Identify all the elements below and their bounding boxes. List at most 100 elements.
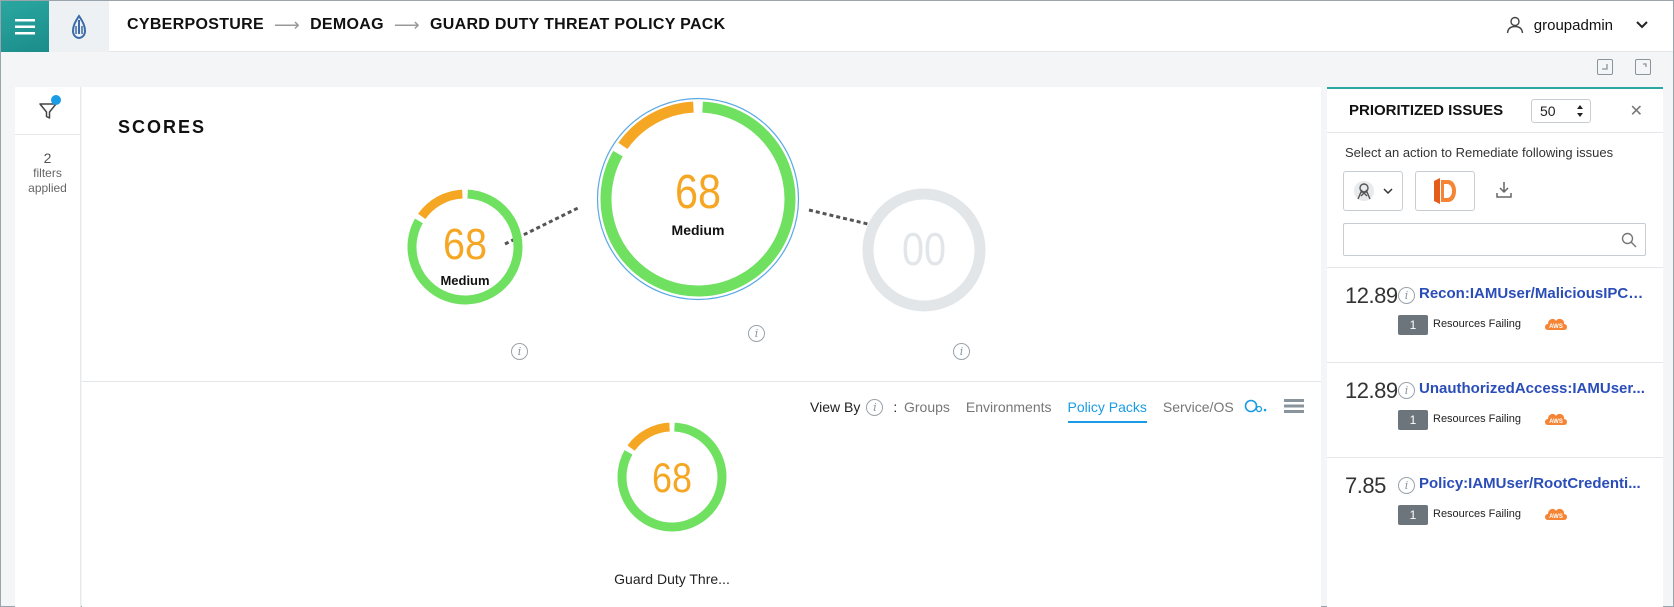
connector-right xyxy=(808,208,873,227)
breadcrumb-arrow-icon: ⟶ xyxy=(273,14,301,35)
info-icon[interactable]: i xyxy=(1398,477,1415,494)
logo[interactable] xyxy=(49,1,109,52)
gauge-left[interactable] xyxy=(407,189,523,305)
menu-button[interactable] xyxy=(1,1,49,52)
issue-item[interactable]: 12.89 i Recon:IAMUser/MaliciousIPCa... 1… xyxy=(1327,269,1663,369)
scores-panel: SCORES 68 Medium 68 Medium 00 i i i View… xyxy=(82,87,1321,607)
gauge-green-arc xyxy=(407,189,523,305)
aws-cloud-icon: AWS xyxy=(1545,413,1567,425)
info-icon[interactable]: i xyxy=(953,343,970,360)
policy-pack-gauge[interactable]: 68 xyxy=(612,417,732,537)
gauge-right-value: 00 xyxy=(902,223,946,275)
aws-lambda-action-button[interactable] xyxy=(1415,171,1475,211)
filter-active-dot xyxy=(51,95,61,105)
resources-failing-count: 1 xyxy=(1398,505,1428,525)
info-icon[interactable]: i xyxy=(511,343,528,360)
panel-divider xyxy=(1327,457,1663,458)
svg-text:AWS: AWS xyxy=(1549,324,1563,330)
resources-failing-count: 1 xyxy=(1398,315,1428,335)
issue-score: 12.89 xyxy=(1345,283,1398,308)
aws-cloud-icon: AWS xyxy=(1545,508,1567,520)
gauge-orange-arc xyxy=(627,422,670,451)
issue-item[interactable]: 12.89 i UnauthorizedAccess:IAMUser... 1 … xyxy=(1327,364,1663,464)
breadcrumb: CYBERPOSTURE ⟶ DEMOAG ⟶ GUARD DUTY THREA… xyxy=(127,1,726,49)
gauge-left-label: Medium xyxy=(440,273,489,288)
issue-name[interactable]: UnauthorizedAccess:IAMUser... xyxy=(1419,380,1645,397)
gauge-center[interactable] xyxy=(596,97,800,301)
download-icon[interactable] xyxy=(1495,181,1513,199)
expand-panel-icon[interactable] xyxy=(1635,59,1651,75)
gauge-center-value: 68 xyxy=(675,166,721,219)
bubble-view-icon[interactable] xyxy=(1244,399,1268,413)
top-header: CYBERPOSTURE ⟶ DEMOAG ⟶ GUARD DUTY THREA… xyxy=(1,1,1673,52)
gauge-orange-arc xyxy=(418,189,463,220)
view-by-colon: : xyxy=(893,399,898,415)
gauge-track xyxy=(862,188,986,312)
scores-gauges: 68 Medium 68 Medium 00 xyxy=(407,97,986,312)
view-toggle xyxy=(1244,399,1304,413)
gauge-right[interactable] xyxy=(862,188,986,312)
breadcrumb-item-policy-pack: GUARD DUTY THREAT POLICY PACK xyxy=(429,16,726,33)
username: groupadmin xyxy=(1533,16,1613,34)
user-menu[interactable]: groupadmin xyxy=(1506,1,1649,49)
tab-groups[interactable]: Groups xyxy=(904,399,950,415)
gauge-halo xyxy=(596,97,800,301)
issue-item[interactable]: 7.85 i Policy:IAMUser/RootCredenti... 1 … xyxy=(1327,459,1663,559)
aws-cloud-icon: AWS xyxy=(1545,318,1567,330)
resources-failing-count: 1 xyxy=(1398,410,1428,430)
svg-text:AWS: AWS xyxy=(1549,514,1563,520)
panel-toolbar xyxy=(1597,59,1651,75)
tab-service-os[interactable]: Service/OS xyxy=(1162,399,1234,415)
issue-name[interactable]: Policy:IAMUser/RootCredenti... xyxy=(1419,475,1641,492)
tab-environments[interactable]: Environments xyxy=(965,399,1052,415)
aws-lambda-icon xyxy=(1434,178,1456,204)
prioritized-issues-panel: PRIORITIZED ISSUES 50 ✕ Select an action… xyxy=(1327,87,1663,607)
section-divider xyxy=(82,381,1321,382)
panel-header: PRIORITIZED ISSUES 50 ✕ xyxy=(1327,89,1663,133)
info-icon[interactable]: i xyxy=(866,398,884,416)
info-icon[interactable]: i xyxy=(1398,382,1415,399)
applied-label: applied xyxy=(28,181,67,195)
user-icon xyxy=(1506,16,1523,34)
filter-button[interactable] xyxy=(15,87,80,135)
remediate-hint: Select an action to Remediate following … xyxy=(1345,145,1614,160)
resources-failing-label: Resources Failing xyxy=(1433,413,1522,425)
menu-icon xyxy=(15,18,35,34)
policy-pack-name[interactable]: Guard Duty Thre... xyxy=(614,571,730,587)
chevron-down-icon xyxy=(1636,21,1648,29)
logo-icon xyxy=(71,13,87,39)
filters-applied: 2 filters applied xyxy=(15,151,80,196)
svg-text:AWS: AWS xyxy=(1549,419,1563,425)
gauge-left-value: 68 xyxy=(443,220,487,269)
breadcrumb-item-demoag[interactable]: DEMOAG xyxy=(310,16,384,33)
gauge-orange-arc xyxy=(618,101,694,150)
spinner-arrows-icon xyxy=(1577,105,1583,117)
filter-sidebar: 2 filters applied xyxy=(15,87,81,607)
issue-count-value: 50 xyxy=(1540,103,1556,119)
list-view-icon[interactable] xyxy=(1284,399,1304,413)
policy-pack-value: 68 xyxy=(652,454,692,501)
issue-name[interactable]: Recon:IAMUser/MaliciousIPCa... xyxy=(1419,285,1649,302)
gauge-green-arc xyxy=(617,422,727,532)
chevron-down-icon xyxy=(1383,188,1393,195)
filters-label: filters xyxy=(33,166,62,180)
remediation-tool-dropdown[interactable] xyxy=(1343,171,1403,211)
issues-search[interactable] xyxy=(1343,223,1646,256)
panel-divider xyxy=(1327,362,1663,363)
issues-search-input[interactable] xyxy=(1344,224,1614,255)
close-icon[interactable]: ✕ xyxy=(1629,103,1643,120)
breadcrumb-arrow-icon: ⟶ xyxy=(393,14,420,35)
view-by-tabs: Groups Environments Policy Packs Service… xyxy=(904,393,1234,423)
issue-count-select[interactable]: 50 xyxy=(1531,99,1591,123)
collapse-panel-icon[interactable] xyxy=(1597,59,1613,75)
gauge-center-label: Medium xyxy=(672,222,725,238)
jenkins-icon xyxy=(1354,181,1374,201)
panel-title: PRIORITIZED ISSUES xyxy=(1349,102,1504,119)
info-icon[interactable]: i xyxy=(748,325,765,342)
tab-policy-packs[interactable]: Policy Packs xyxy=(1067,393,1147,423)
breadcrumb-item-cyberposture[interactable]: CYBERPOSTURE xyxy=(127,16,264,33)
resources-failing-label: Resources Failing xyxy=(1433,508,1522,520)
info-icon[interactable]: i xyxy=(1398,287,1415,304)
resources-failing-label: Resources Failing xyxy=(1433,318,1522,330)
search-icon xyxy=(1621,232,1637,248)
